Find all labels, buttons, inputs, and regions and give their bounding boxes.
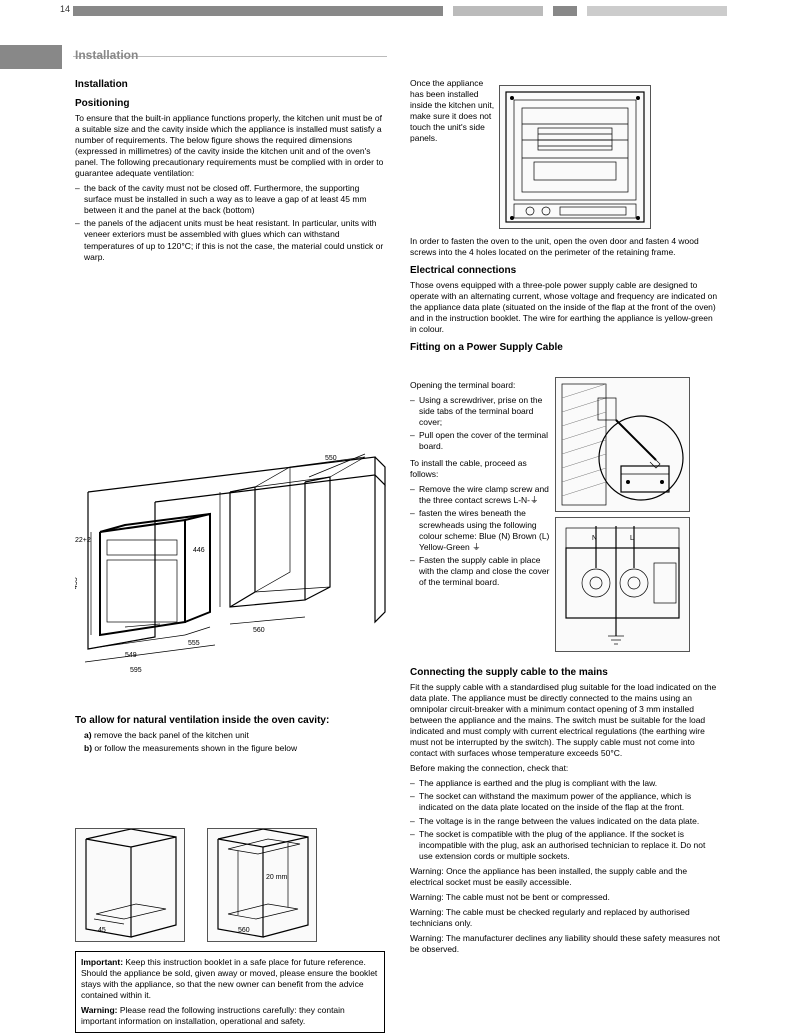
dim-slot: 560 — [238, 927, 250, 934]
electrical-para: Those ovens equipped with a three-pole p… — [410, 280, 720, 335]
warn4: Warning: The manufacturer declines any l… — [410, 933, 720, 955]
positioning-bullet: the panels of the adjacent units must be… — [75, 218, 385, 262]
bar-seg — [587, 6, 727, 16]
fitting-step: Fasten the supply cable in place with th… — [410, 555, 550, 588]
oven-front-figure — [499, 85, 651, 229]
warn3: Warning: The cable must be checked regul… — [410, 907, 720, 929]
connecting-bullet: The socket is compatible with the plug o… — [410, 829, 720, 862]
terminal-wiring-figure: N L — [555, 517, 690, 652]
positioning-heading: Positioning — [75, 97, 385, 110]
dim-height: 446 — [193, 547, 205, 554]
fitting-p1: Opening the terminal board: — [410, 380, 550, 391]
warn2: Warning: The cable must not be bent or c… — [410, 892, 720, 903]
ventilation-item: a) remove the back panel of the kitchen … — [75, 730, 385, 741]
right-col-2: In order to fasten the oven to the unit,… — [410, 236, 720, 357]
dim-overhang-h: 22+2 — [75, 537, 91, 544]
dim-overhang-w: 595 — [130, 667, 142, 674]
cooling-para2: In order to fasten the oven to the unit,… — [410, 236, 720, 258]
dim-gap: 45 — [98, 927, 106, 934]
dim-hfront: 455 — [75, 577, 79, 589]
dim-sloth: 20 mm — [266, 874, 288, 881]
term-n: N — [592, 535, 597, 542]
fitting-heading: Fitting on a Power Supply Cable — [410, 341, 720, 354]
page-number: 14 — [60, 4, 70, 16]
ventilation-item: b) or follow the measurements shown in t… — [75, 743, 385, 754]
positioning-bullet: the back of the cavity must not be close… — [75, 183, 385, 216]
left-column-2: To allow for natural ventilation inside … — [75, 708, 385, 756]
connecting-para: Fit the supply cable with a standardised… — [410, 682, 720, 759]
bar-seg — [553, 6, 577, 16]
installation-heading: Installation — [75, 78, 385, 91]
warning-box: Important: Keep this instruction booklet… — [75, 951, 385, 1033]
fitting-bullet: Pull open the cover of the terminal boar… — [410, 430, 550, 452]
right-col-top: Once the appliance has been installed in… — [410, 78, 496, 148]
term-l: L — [630, 535, 634, 542]
warn1: Warning: Once the appliance has been ins… — [410, 866, 720, 888]
fitting-p2: To install the cable, proceed as follows… — [410, 458, 550, 480]
header-bar — [73, 6, 736, 16]
bar-gap — [577, 6, 587, 16]
dim-depth: 550 — [325, 455, 337, 462]
warn6: Warning: Please read the following instr… — [81, 1005, 379, 1027]
positioning-para: To ensure that the built-in appliance fu… — [75, 113, 385, 179]
bar-gap — [543, 6, 553, 16]
bar-gap — [443, 6, 453, 16]
right-col-fitting: Opening the terminal board: Using a scre… — [410, 380, 550, 590]
electrical-heading: Electrical connections — [410, 264, 720, 277]
connecting-bullet: The appliance is earthed and the plug is… — [410, 778, 720, 789]
cooling-para: Once the appliance has been installed in… — [410, 78, 496, 144]
left-col-bottom: Important: Keep this instruction booklet… — [75, 946, 385, 1033]
fitting-bullet: Using a screwdriver, prise on the side t… — [410, 395, 550, 428]
left-column: Installation Positioning To ensure that … — [75, 78, 385, 265]
fitting-step: fasten the wires beneath the screwheads … — [410, 508, 550, 552]
terminal-open-figure — [555, 377, 690, 512]
dim-width: 560 — [253, 627, 265, 634]
bar-seg — [453, 6, 543, 16]
connecting-bullet: The voltage is in the range between the … — [410, 816, 720, 827]
fitting-step: Remove the wire clamp screw and the thre… — [410, 484, 550, 506]
connecting-bullet: The socket can withstand the maximum pow… — [410, 791, 720, 813]
connecting-p2: Before making the connection, check that… — [410, 763, 720, 774]
right-col-3: Connecting the supply cable to the mains… — [410, 660, 720, 959]
header-tab — [0, 45, 62, 69]
vent-figure-b: 560 20 mm — [207, 828, 317, 942]
cabinet-diagram: 560 446 550 549 455 555 595 22+2 — [75, 432, 395, 682]
dim-dfront: 555 — [188, 640, 200, 647]
page-title: Installation — [75, 48, 138, 64]
vent-figure-a: 45 — [75, 828, 185, 942]
connecting-heading: Connecting the supply cable to the mains — [410, 666, 720, 679]
bar-seg — [73, 6, 443, 16]
warn5: Important: Keep this instruction booklet… — [81, 957, 379, 1001]
ventilation-heading: To allow for natural ventilation inside … — [75, 714, 385, 727]
